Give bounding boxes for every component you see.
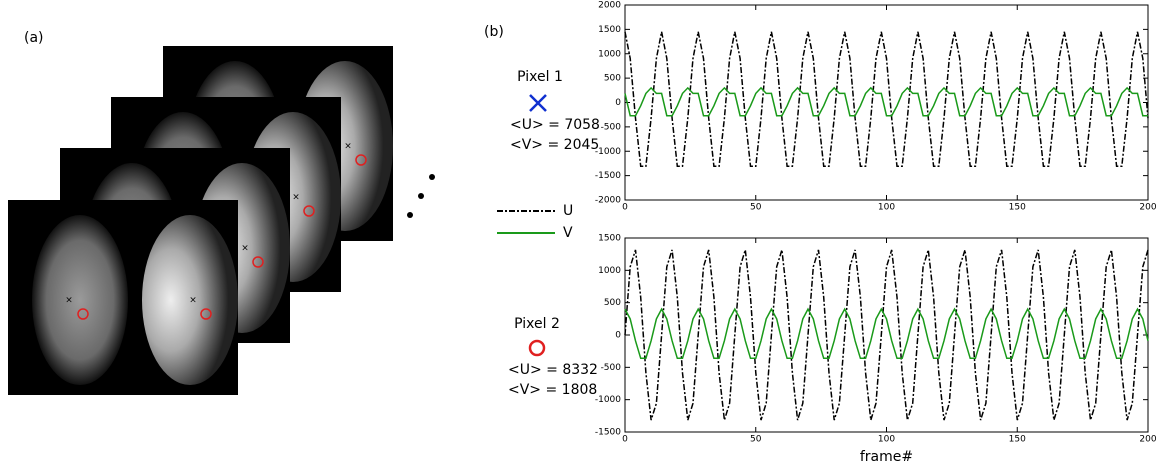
y-tick-label: 1500	[598, 25, 621, 35]
svg-text:×: ×	[292, 193, 300, 203]
x-tick-label: 100	[878, 435, 895, 445]
x-tick-label: 150	[1009, 203, 1026, 213]
panel-label: (b)	[484, 24, 504, 40]
pixel-u: <U> = 7058	[510, 117, 600, 133]
x-axis-label: frame#	[860, 449, 913, 465]
panel-label: (a)	[24, 30, 44, 46]
y-tick-label: -1500	[595, 171, 621, 181]
y-tick-label: -1000	[595, 147, 621, 157]
svg-text:×: ×	[65, 296, 73, 306]
x-tick-label: 0	[622, 203, 628, 213]
data-line	[624, 307, 1149, 360]
y-tick-label: -2000	[595, 196, 621, 206]
pixel-label: Pixel 1	[517, 69, 563, 85]
x-tick-label: 200	[1139, 435, 1156, 445]
legend-label: U	[563, 203, 573, 219]
y-tick-label: 1000	[598, 49, 621, 59]
y-tick-label: 500	[604, 74, 621, 84]
pixel-marker	[529, 94, 547, 112]
y-tick-label: 0	[615, 98, 621, 108]
y-tick-label: -1000	[595, 395, 621, 405]
y-tick-label: 1000	[598, 266, 621, 276]
legend-label: V	[563, 225, 573, 241]
y-tick-label: 1500	[598, 234, 621, 244]
pixel-v: <V> = 2045	[510, 137, 599, 153]
y-tick-label: 2000	[598, 1, 621, 11]
data-line	[624, 31, 1149, 167]
plot-frame	[624, 4, 1149, 201]
pixel-u: <U> = 8332	[508, 362, 598, 378]
svg-text:×: ×	[344, 142, 352, 152]
svg-text:×: ×	[189, 296, 197, 306]
pixel-v: <V> = 1808	[508, 382, 597, 398]
x-tick-label: 200	[1139, 203, 1156, 213]
svg-text:×: ×	[241, 244, 249, 254]
x-tick-label: 50	[750, 435, 762, 445]
x-tick-label: 50	[750, 203, 762, 213]
pixel-marker	[528, 339, 546, 357]
data-line	[624, 86, 1148, 117]
x-tick-label: 100	[878, 203, 895, 213]
y-tick-label: -1500	[595, 428, 621, 438]
pixel-label: Pixel 2	[514, 316, 560, 332]
y-tick-label: 0	[615, 331, 621, 341]
y-tick-label: -500	[601, 122, 622, 132]
y-tick-label: -500	[601, 363, 622, 373]
y-tick-label: 500	[604, 298, 621, 308]
frame-stack: × × × × ×	[8, 46, 435, 395]
x-tick-label: 150	[1009, 435, 1026, 445]
x-tick-label: 0	[622, 435, 628, 445]
data-line	[624, 249, 1149, 421]
